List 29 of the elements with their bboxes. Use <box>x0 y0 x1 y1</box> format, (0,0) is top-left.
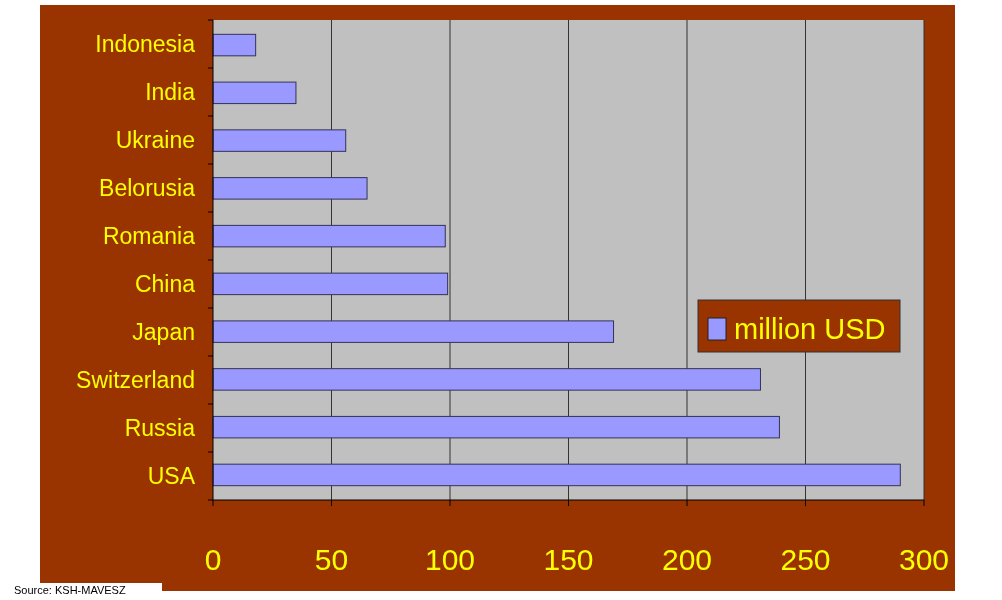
y-tick-label: Romania <box>102 223 196 250</box>
y-tick-label: Japan <box>132 319 195 346</box>
y-tick-label: Belorusia <box>99 175 196 202</box>
bar <box>212 224 446 248</box>
y-tick-label: Russia <box>124 415 196 442</box>
x-tick-label: 0 <box>204 543 222 576</box>
y-tick-label: Switzerland <box>76 367 195 394</box>
source-note: Source: KSH-MAVESZ <box>14 584 126 596</box>
y-tick-label: Indonesia <box>95 31 196 58</box>
x-tick-label: 150 <box>543 543 594 576</box>
legend-label: million USD <box>734 313 886 346</box>
bar <box>212 320 615 343</box>
bar <box>212 33 257 57</box>
bar <box>212 415 780 439</box>
bar <box>212 81 297 105</box>
bar <box>212 463 901 487</box>
x-tick-label: 100 <box>424 543 476 576</box>
bar <box>212 368 761 391</box>
x-tick-label: 250 <box>780 543 831 576</box>
y-tick-label: India <box>145 79 196 106</box>
x-tick-label: 200 <box>661 543 713 576</box>
bar <box>212 272 449 296</box>
bar <box>212 177 368 200</box>
x-tick-label: 300 <box>898 543 950 576</box>
x-tick-label: 50 <box>314 543 349 576</box>
y-tick-label: USA <box>147 463 196 490</box>
y-tick-label: China <box>134 271 196 298</box>
y-tick-label: Ukraine <box>115 127 195 154</box>
bar <box>212 129 347 152</box>
